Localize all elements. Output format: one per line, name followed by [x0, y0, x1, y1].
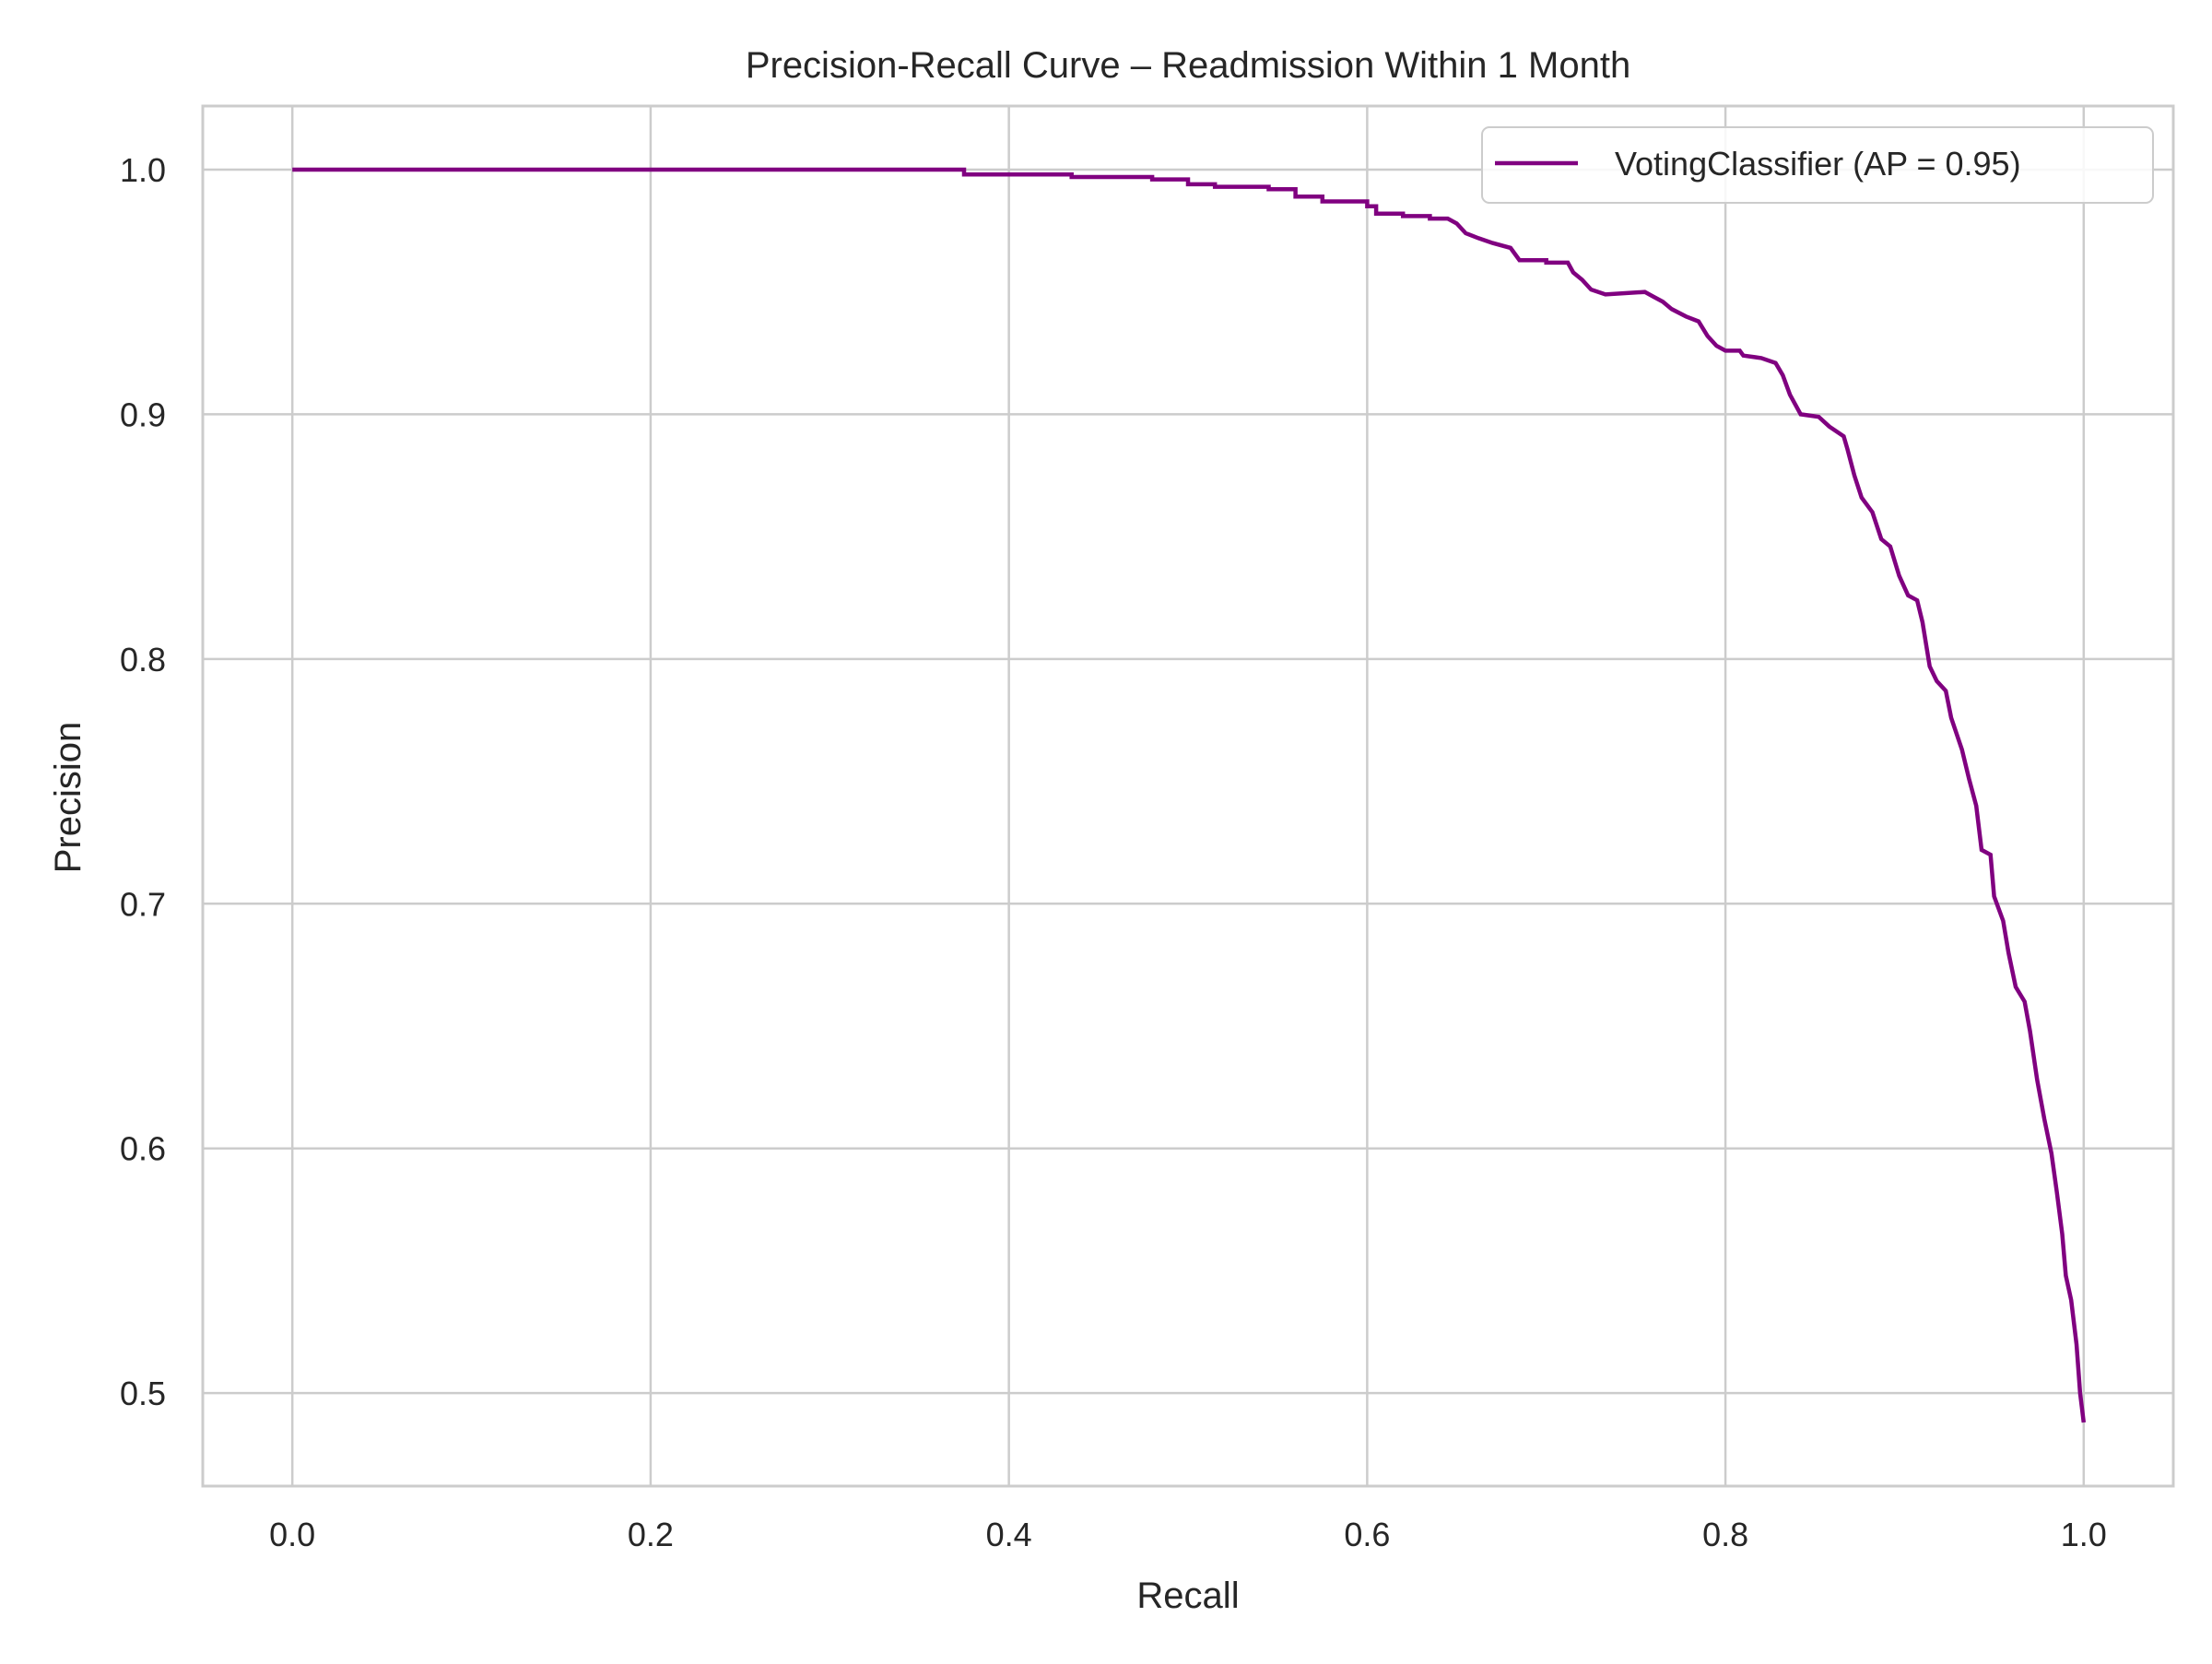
series-line-votingclassifier — [292, 167, 2087, 1423]
plot-frame — [201, 104, 2175, 1488]
y-axis-label: Precision — [48, 722, 88, 874]
series-layer — [292, 167, 2087, 1423]
legend-box — [1481, 126, 2154, 204]
y-tick-label: 0.7 — [120, 885, 166, 923]
y-tick-label: 0.6 — [120, 1130, 166, 1168]
x-tick-label: 0.2 — [628, 1516, 674, 1553]
legend-label: VotingClassifier (AP = 0.95) — [1615, 145, 2021, 183]
x-tick-label: 0.8 — [1702, 1516, 1748, 1553]
y-tick-label: 0.5 — [120, 1375, 166, 1412]
x-tick-label: 0.0 — [269, 1516, 315, 1553]
x-axis-label: Recall — [1136, 1575, 1239, 1616]
chart-title: Precision-Recall Curve – Readmission Wit… — [746, 45, 1630, 86]
y-tick-label: 0.9 — [120, 395, 166, 433]
x-tick-label: 1.0 — [2061, 1516, 2107, 1553]
y-tick-label: 0.8 — [120, 641, 166, 679]
y-tick-label: 1.0 — [120, 151, 166, 189]
legend: VotingClassifier (AP = 0.95) — [1481, 126, 2154, 204]
x-tick-label: 0.4 — [986, 1516, 1032, 1553]
x-tick-label: 0.6 — [1344, 1516, 1390, 1553]
tick-labels: 0.0 0.2 0.4 0.6 0.8 1.0 0.5 0.6 0.7 0.8 0.9 1.0 — [120, 151, 2107, 1553]
